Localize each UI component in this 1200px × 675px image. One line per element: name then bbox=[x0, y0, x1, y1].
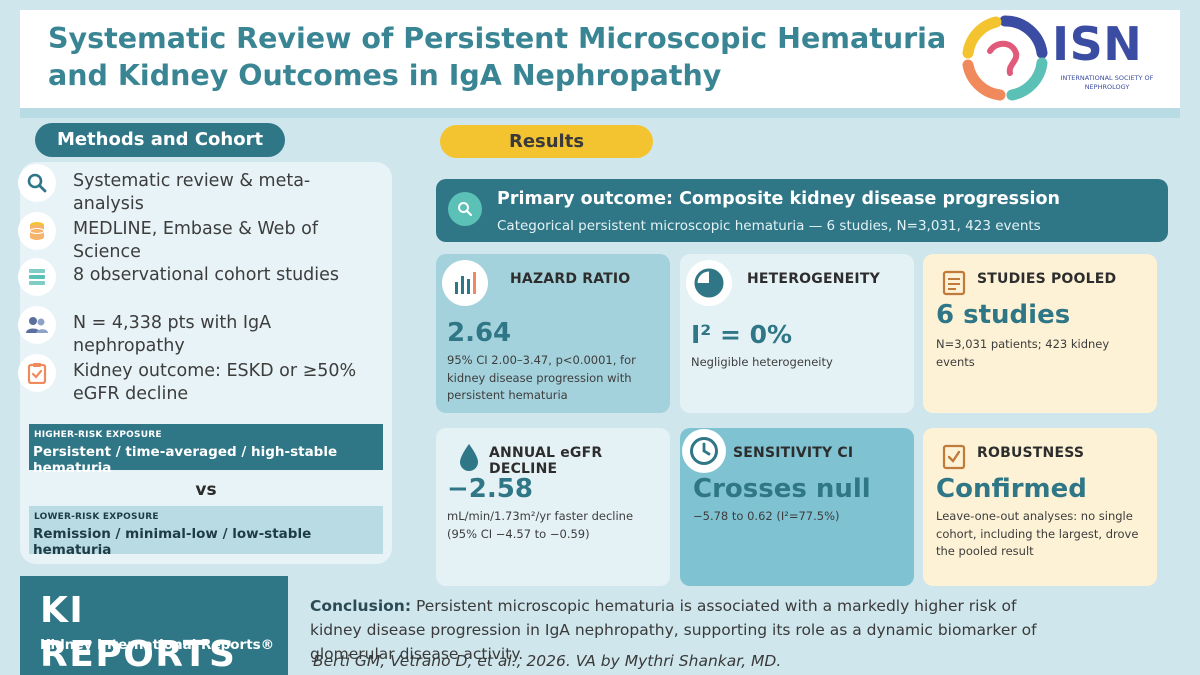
versus-label: vs bbox=[195, 480, 217, 500]
card-label: ROBUSTNESS bbox=[977, 445, 1085, 461]
lower-risk-text: Remission / minimal-low / low-stable hem… bbox=[33, 526, 312, 558]
journal-logo-title: KI REPORTS bbox=[40, 590, 237, 675]
card-description: N=3,031 patients; 423 kidney events bbox=[936, 337, 1110, 369]
methods-item-text: Systematic review & meta-analysis bbox=[73, 171, 311, 214]
clipboard-check-icon bbox=[18, 354, 56, 392]
card-value: Confirmed bbox=[936, 474, 1087, 504]
primary-outcome-subtitle: Categorical persistent microscopic hemat… bbox=[497, 218, 1041, 234]
bar-chart-icon bbox=[442, 260, 488, 306]
isn-logo-subtitle: INTERNATIONAL SOCIETY OF NEPHROLOGY bbox=[1060, 74, 1154, 91]
higher-risk-exposure-box: HIGHER-RISK EXPOSURE Persistent / time-a… bbox=[29, 424, 383, 476]
document-icon bbox=[931, 260, 977, 306]
card-label: HAZARD RATIO bbox=[510, 271, 631, 287]
isn-logo-text: ISN bbox=[1052, 17, 1143, 71]
methods-item-studies: 8 observational cohort studies bbox=[18, 258, 378, 296]
card-value: −2.58 bbox=[447, 474, 533, 504]
result-card-robustness: ROBUSTNESS Confirmed Leave-one-out analy… bbox=[923, 428, 1157, 586]
card-description: −5.78 to 0.62 (I²=77.5%) bbox=[693, 509, 840, 523]
droplet-icon bbox=[446, 434, 492, 480]
journal-logo: KI REPORTS Kidney International Reports® bbox=[20, 576, 288, 675]
card-value: 2.64 bbox=[447, 318, 512, 348]
conclusion-text: Conclusion: Persistent microscopic hemat… bbox=[310, 594, 1070, 666]
card-description: Leave-one-out analyses: no single cohort… bbox=[936, 509, 1139, 558]
card-label: SENSITIVITY CI bbox=[733, 445, 854, 461]
checkbox-icon bbox=[931, 434, 977, 480]
methods-section-pill: Methods and Cohort bbox=[35, 123, 285, 157]
database-icon bbox=[18, 212, 56, 250]
methods-item-text: Kidney outcome: ESKD or ≥50% eGFR declin… bbox=[73, 361, 357, 404]
conclusion-body: Persistent microscopic hematuria is asso… bbox=[310, 597, 1037, 663]
citation: Berti GM, Vetrano D, et al., 2026. VA by… bbox=[313, 652, 782, 670]
card-description: Negligible heterogeneity bbox=[691, 355, 833, 369]
search-icon bbox=[448, 192, 482, 226]
methods-item-text: 8 observational cohort studies bbox=[73, 265, 340, 285]
header-divider bbox=[20, 108, 1180, 118]
result-card-studies-pooled: STUDIES POOLED 6 studies N=3,031 patient… bbox=[923, 254, 1157, 413]
page-title: Systematic Review of Persistent Microsco… bbox=[48, 22, 947, 92]
card-value: I² = 0% bbox=[691, 320, 793, 349]
isn-logo-icon bbox=[962, 15, 1048, 101]
search-icon bbox=[18, 164, 56, 202]
card-label: HETEROGENEITY bbox=[747, 271, 880, 287]
pie-chart-icon bbox=[686, 260, 732, 306]
conclusion-label: Conclusion: bbox=[310, 597, 412, 615]
card-label: STUDIES POOLED bbox=[977, 271, 1117, 287]
methods-item-text: N = 4,338 pts with IgA nephropathy bbox=[73, 313, 272, 356]
result-card-sensitivity-ci: SENSITIVITY CI Crosses null −5.78 to 0.6… bbox=[680, 428, 914, 586]
card-description: 95% CI 2.00–3.47, p<0.0001, for kidney d… bbox=[447, 353, 636, 402]
methods-item-outcome: Kidney outcome: ESKD or ≥50% eGFR declin… bbox=[18, 354, 378, 406]
primary-outcome-title: Primary outcome: Composite kidney diseas… bbox=[497, 189, 1060, 209]
layers-icon bbox=[18, 258, 56, 296]
header: Systematic Review of Persistent Microsco… bbox=[20, 10, 1180, 108]
results-section-pill: Results bbox=[440, 125, 653, 158]
lower-risk-exposure-box: LOWER-RISK EXPOSURE Remission / minimal-… bbox=[29, 506, 383, 558]
card-value: 6 studies bbox=[936, 300, 1071, 330]
card-description: mL/min/1.73m²/yr faster decline (95% CI … bbox=[447, 509, 634, 541]
higher-risk-caption: HIGHER-RISK EXPOSURE bbox=[34, 430, 162, 440]
methods-item-design: Systematic review & meta-analysis bbox=[18, 164, 378, 216]
clock-icon bbox=[682, 429, 726, 473]
card-value: Crosses null bbox=[693, 474, 871, 504]
result-card-egfr-decline: ANNUAL eGFR DECLINE −2.58 mL/min/1.73m²/… bbox=[436, 428, 670, 586]
methods-panel bbox=[20, 162, 392, 564]
lower-risk-caption: LOWER-RISK EXPOSURE bbox=[34, 512, 159, 522]
methods-item-text: MEDLINE, Embase & Web of Science bbox=[73, 219, 318, 262]
primary-outcome-banner: Primary outcome: Composite kidney diseas… bbox=[436, 179, 1168, 242]
result-card-heterogeneity: HETEROGENEITY I² = 0% Negligible heterog… bbox=[680, 254, 914, 413]
people-icon bbox=[18, 306, 56, 344]
journal-logo-subtitle: Kidney International Reports® bbox=[40, 637, 275, 653]
methods-item-cohort: N = 4,338 pts with IgA nephropathy bbox=[18, 306, 378, 358]
result-card-hazard-ratio: HAZARD RATIO 2.64 95% CI 2.00–3.47, p<0.… bbox=[436, 254, 670, 413]
card-label: ANNUAL eGFR DECLINE bbox=[489, 445, 603, 477]
methods-item-databases: MEDLINE, Embase & Web of Science bbox=[18, 212, 378, 264]
higher-risk-text: Persistent / time-averaged / high-stable… bbox=[33, 444, 338, 476]
